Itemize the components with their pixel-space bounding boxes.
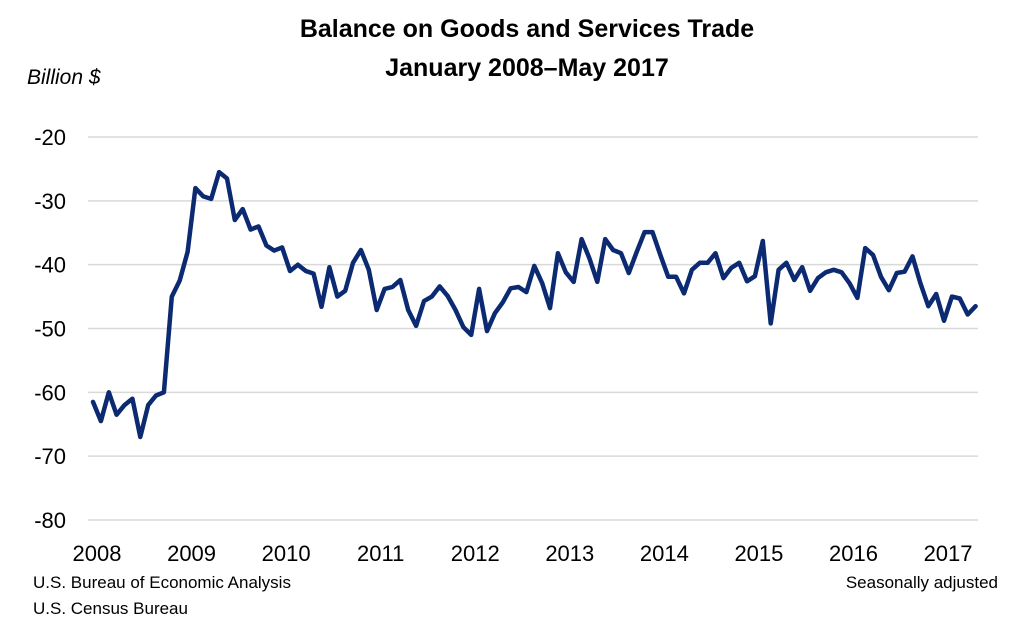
- y-tick-label: -40: [34, 253, 66, 278]
- source-census: U.S. Census Bureau: [33, 599, 188, 618]
- source-bea: U.S. Bureau of Economic Analysis: [33, 573, 291, 592]
- y-tick-label: -30: [34, 189, 66, 214]
- x-tick-label: 2015: [734, 541, 783, 566]
- y-tick-label: -60: [34, 380, 66, 405]
- x-tick-labels: 2008 2009 2010 2011 2012 2013 2014 2015 2016 2017: [73, 541, 973, 566]
- y-tick-label: -20: [34, 125, 66, 150]
- x-tick-label: 2013: [545, 541, 594, 566]
- y-tick-label: -50: [34, 317, 66, 342]
- chart-title: Balance on Goods and Services Trade: [300, 15, 754, 43]
- chart-subtitle: January 2008–May 2017: [385, 54, 669, 82]
- y-tick-label: -70: [34, 444, 66, 469]
- seasonally-adjusted-note: Seasonally adjusted: [846, 573, 998, 592]
- x-tick-label: 2008: [73, 541, 122, 566]
- y-tick-labels: -20 -30 -40 -50 -60 -70 -80: [34, 125, 66, 533]
- x-tick-label: 2016: [829, 541, 878, 566]
- x-tick-label: 2011: [357, 541, 404, 566]
- x-tick-label: 2014: [640, 541, 689, 566]
- y-tick-label: -80: [34, 508, 66, 533]
- x-tick-label: 2017: [924, 541, 973, 566]
- trade-balance-line: [90, 169, 978, 440]
- y-axis-label: Billion $: [27, 66, 101, 89]
- series: [90, 169, 978, 440]
- x-tick-label: 2012: [451, 541, 500, 566]
- x-tick-label: 2010: [262, 541, 311, 566]
- gridlines: [88, 136, 978, 521]
- x-tick-label: 2009: [167, 541, 216, 566]
